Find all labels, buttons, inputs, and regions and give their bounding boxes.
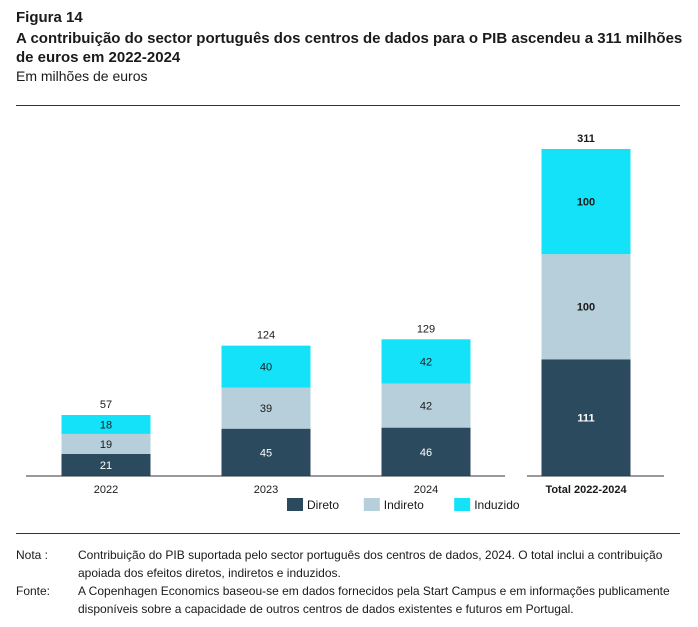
bar-segment-indireto-0 — [61, 433, 151, 454]
bar-segment-direto-1 — [221, 428, 311, 476]
data-label-indireto-1: 39 — [260, 403, 272, 415]
bar-segment-indireto-2 — [381, 383, 471, 428]
data-label-induzido-0: 18 — [100, 419, 112, 431]
note-row: Nota : Contribuição do PIB suportada pel… — [16, 546, 680, 582]
x-tick-label-0: 2022 — [94, 484, 118, 496]
data-label-induzido-2: 42 — [420, 356, 432, 368]
data-label-direto-3: 111 — [577, 413, 594, 425]
source-text: A Copenhagen Economics baseou-se em dado… — [78, 584, 670, 616]
bar-segment-indireto-3 — [541, 254, 631, 360]
legend-label-direto: Direto — [307, 498, 339, 512]
source-row: Fonte: A Copenhagen Economics baseou-se … — [16, 582, 680, 618]
figure-subtitle: Em milhões de euros — [16, 68, 148, 84]
x-tick-label-2: 2024 — [414, 484, 438, 496]
legend-label-indireto: Indireto — [384, 498, 424, 512]
total-label-1: 124 — [257, 330, 275, 342]
data-label-direto-1: 45 — [260, 447, 272, 459]
bar-segment-induzido-3 — [541, 149, 631, 255]
bar-segment-direto-0 — [61, 453, 151, 476]
figure-title: A contribuição do sector português dos c… — [16, 30, 683, 66]
bottom-divider — [16, 533, 680, 534]
notes-section: Nota : Contribuição do PIB suportada pel… — [16, 546, 680, 618]
data-label-direto-2: 46 — [420, 447, 432, 459]
x-tick-label-1: 2023 — [254, 484, 278, 496]
data-label-induzido-3: 100 — [577, 197, 595, 209]
bar-segment-induzido-0 — [61, 415, 151, 434]
bar-segment-induzido-1 — [221, 345, 311, 388]
note-key: Nota : — [16, 548, 49, 562]
legend-label-induzido: Induzido — [474, 498, 520, 512]
total-label-3: 311 — [577, 133, 595, 145]
bar-segment-direto-3 — [541, 359, 631, 476]
data-label-indireto-0: 19 — [100, 439, 112, 451]
x-tick-label-3: Total 2022-2024 — [545, 484, 627, 496]
figure-label: Figura 14 — [16, 9, 83, 26]
legend-swatch-indireto — [363, 498, 380, 511]
data-label-direto-0: 21 — [100, 460, 112, 472]
bar-segment-indireto-1 — [221, 387, 311, 429]
note-text: Contribuição do PIB suportada pelo secto… — [78, 548, 663, 580]
total-label-2: 129 — [417, 323, 435, 335]
stacked-bar-chart: 21 19 18 57 2022 45 39 40 124 2023 46 42 42 129 2024 11… — [26, 133, 664, 512]
total-label-0: 57 — [100, 399, 112, 411]
legend-swatch-induzido — [454, 498, 471, 511]
data-label-indireto-2: 42 — [420, 401, 432, 413]
data-label-indireto-3: 100 — [577, 302, 595, 314]
legend-swatch-direto — [287, 498, 303, 511]
bar-segment-induzido-2 — [381, 339, 471, 384]
top-divider — [16, 105, 680, 106]
source-key: Fonte: — [16, 584, 51, 598]
data-label-induzido-1: 40 — [260, 362, 272, 374]
bar-segment-direto-2 — [381, 427, 471, 476]
